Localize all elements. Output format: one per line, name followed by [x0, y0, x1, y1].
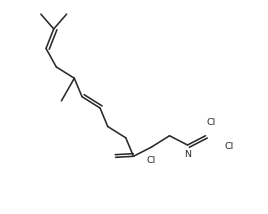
Text: N: N — [184, 150, 191, 159]
Text: Cl: Cl — [147, 156, 156, 165]
Text: Cl: Cl — [207, 118, 216, 127]
Text: Cl: Cl — [225, 141, 234, 150]
